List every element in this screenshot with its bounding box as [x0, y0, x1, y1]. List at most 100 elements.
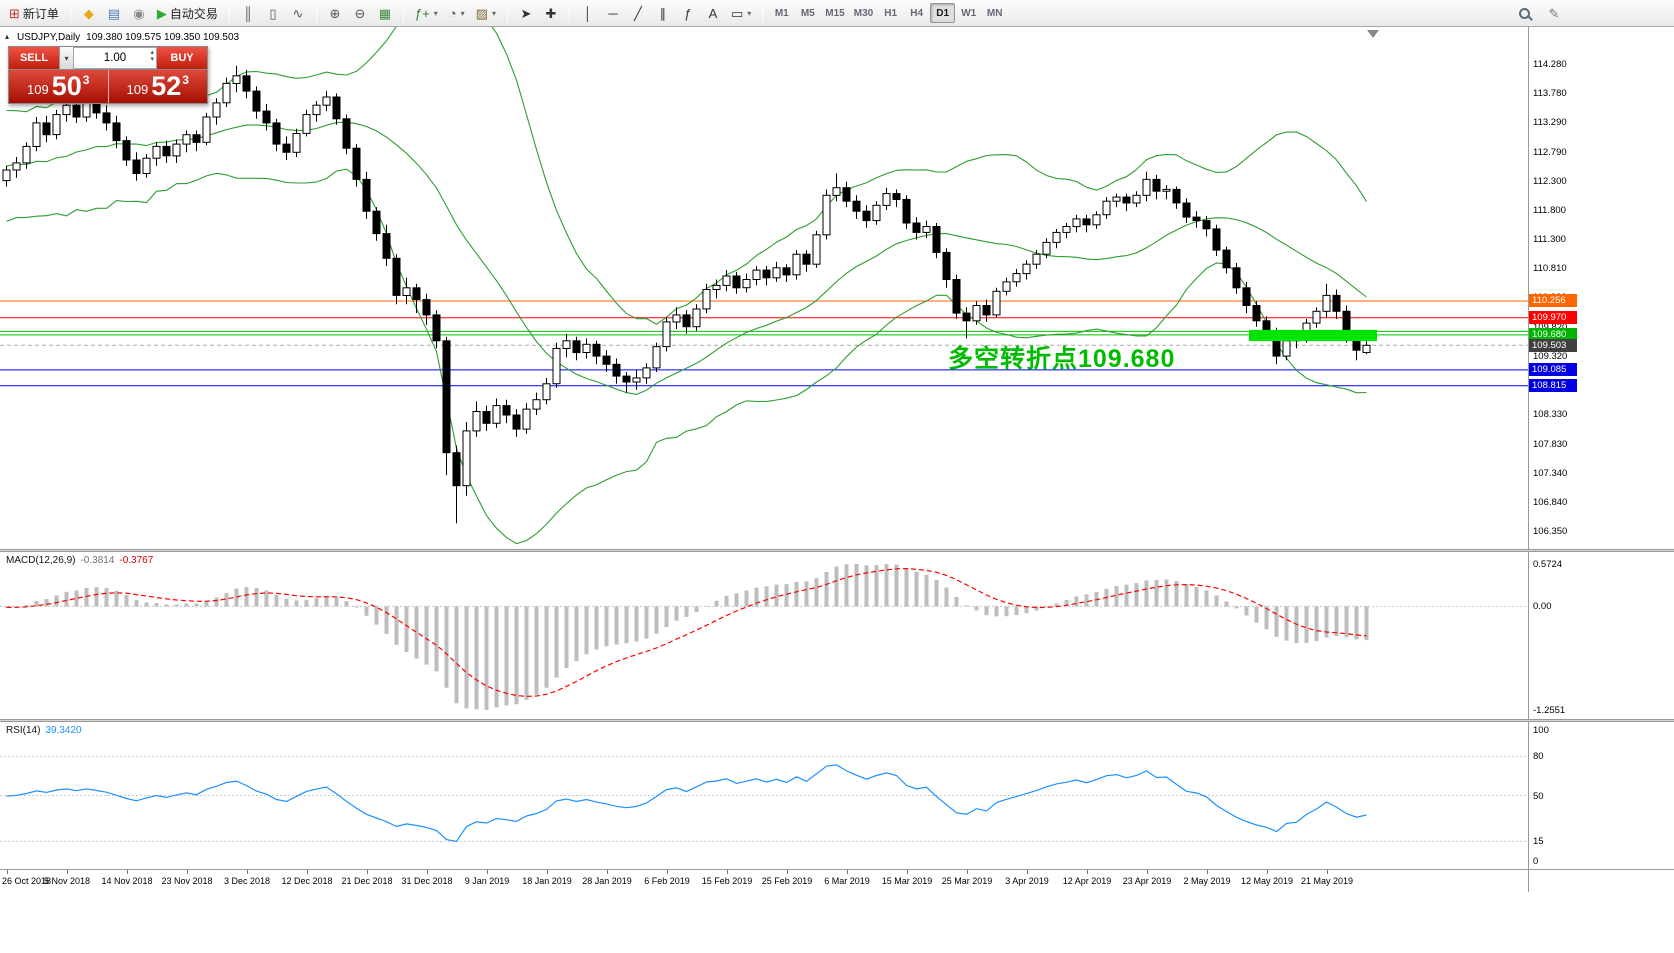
candlestick-icon: ▯: [269, 5, 277, 21]
rsi-value: 39.3420: [45, 725, 82, 736]
one-click-collapse-icon[interactable]: ▴: [5, 32, 10, 41]
bar-chart-icon: ║: [243, 5, 253, 21]
trendline-button[interactable]: ╱: [626, 2, 650, 24]
panel-splitter[interactable]: [0, 719, 1674, 722]
price-tick: 110.810: [1533, 263, 1567, 274]
dropdown-arrow-icon: ▾: [747, 8, 752, 18]
timeframe-h4-button[interactable]: H4: [910, 7, 924, 19]
price-tick: 111.800: [1533, 205, 1566, 216]
terminal-icon: ▤: [107, 5, 121, 21]
periods-button[interactable]: ◔ ▾: [444, 2, 470, 24]
time-tick: [127, 870, 128, 874]
timeframe-w1-button[interactable]: W1: [961, 7, 977, 19]
text-button[interactable]: A: [701, 2, 725, 24]
price-badge: 109.503: [1529, 339, 1577, 352]
fibonacci-button[interactable]: ƒ: [676, 2, 700, 24]
terminal-button[interactable]: ▤: [102, 2, 126, 24]
time-tick: [1327, 870, 1328, 874]
spinner-up-icon[interactable]: ▴: [150, 49, 154, 56]
time-tick: [1267, 870, 1268, 874]
time-tick: [427, 870, 428, 874]
time-label: 31 Dec 2018: [401, 876, 453, 886]
price-tick: 106.840: [1533, 497, 1568, 508]
time-label: 2 May 2019: [1183, 876, 1231, 886]
horizontal-line-button[interactable]: ─: [601, 2, 625, 24]
dropdown-arrow-icon: ▾: [433, 8, 438, 18]
line-chart-button[interactable]: ∿: [286, 2, 310, 24]
candlestick-button[interactable]: ▯: [261, 2, 285, 24]
crosshair-icon: ✚: [545, 5, 557, 21]
timeframe-m30-button[interactable]: M30: [853, 7, 874, 19]
templates-button[interactable]: ▨ ▾: [471, 2, 501, 24]
quick-edit-button[interactable]: ✎: [1542, 2, 1566, 24]
vertical-line-button[interactable]: │: [576, 2, 600, 24]
timeframe-d1-button[interactable]: D1: [930, 3, 956, 23]
arrows-button[interactable]: ▭ ▾: [726, 2, 756, 24]
metaeditor-icon: ◆: [83, 5, 94, 21]
zoom-out-button[interactable]: ⊖: [348, 2, 372, 24]
rsi-scale-tick: 15: [1533, 836, 1544, 847]
price-chart-canvas[interactable]: [0, 27, 1528, 549]
dropdown-arrow-icon: ▾: [460, 8, 465, 18]
search-button[interactable]: [1512, 2, 1536, 24]
macd-canvas[interactable]: [0, 552, 1528, 719]
tile-windows-button[interactable]: ▦: [373, 2, 397, 24]
buy-price-display[interactable]: 109 52 3: [108, 70, 207, 103]
spinner-down-icon[interactable]: ▾: [150, 56, 154, 63]
price-tick: 112.790: [1533, 147, 1567, 158]
toolbar-separator: [315, 4, 317, 22]
indicators-button[interactable]: ƒ+ ▾: [410, 2, 443, 24]
toolbar-separator: [69, 4, 71, 22]
macd-panel: MACD(12,26,9) -0.3814 -0.3767 0.5724 0.00 -1…: [0, 552, 1674, 719]
cursor-icon: ➤: [520, 5, 532, 21]
cursor-button[interactable]: ➤: [514, 2, 538, 24]
price-tick: 113.290: [1533, 117, 1567, 128]
price-tick: 107.340: [1533, 468, 1568, 479]
macd-signal-value: -0.3767: [119, 555, 154, 566]
sell-price-display[interactable]: 109 50 3: [9, 70, 109, 103]
signals-icon: ◉: [133, 5, 145, 21]
zoom-in-button[interactable]: ⊕: [323, 2, 347, 24]
toolbar-separator: [506, 4, 508, 22]
symbol-ohlc-label: USDJPY,Daily 109.380 109.575 109.350 109.…: [17, 32, 239, 43]
fibonacci-icon: ƒ: [684, 5, 692, 21]
time-axis[interactable]: 26 Oct 2018 5 Nov 2018 14 Nov 2018 23 Nov 2…: [0, 869, 1674, 892]
time-tick: [487, 870, 488, 874]
rsi-scale-tick: 0: [1533, 856, 1539, 867]
sell-button[interactable]: SELL: [9, 47, 59, 69]
bar-chart-button[interactable]: ║: [236, 2, 260, 24]
channel-icon: ∥: [659, 5, 667, 21]
price-tick: 107.830: [1533, 439, 1568, 450]
metaeditor-button[interactable]: ◆: [77, 2, 101, 24]
channel-button[interactable]: ∥: [651, 2, 675, 24]
autotrading-button[interactable]: ▶ 自动交易: [152, 2, 223, 24]
timeframe-m15-button[interactable]: M15: [825, 7, 845, 19]
buy-button[interactable]: BUY: [157, 47, 207, 69]
timeframe-m5-button[interactable]: M5: [800, 7, 815, 19]
volume-input[interactable]: 1.00 ▴ ▾: [73, 47, 157, 69]
price-tick: 112.300: [1533, 176, 1567, 187]
macd-label: MACD(12,26,9) -0.3814 -0.3767: [6, 555, 153, 566]
toolbar-separator: [228, 4, 230, 22]
signals-button[interactable]: ◉: [127, 2, 151, 24]
time-label: 12 Dec 2018: [281, 876, 333, 886]
time-tick: [547, 870, 548, 874]
panel-splitter[interactable]: [0, 549, 1674, 552]
new-order-button[interactable]: ⊞ 新订单: [4, 2, 64, 24]
volume-dropdown-button[interactable]: ▾: [59, 47, 73, 69]
timeframe-m1-button[interactable]: M1: [774, 7, 789, 19]
price-badge: 109.680: [1529, 328, 1577, 341]
tile-windows-icon: ▦: [378, 5, 392, 21]
time-tick: [847, 870, 848, 874]
price-tick: 109.320: [1533, 351, 1568, 362]
timeframe-h1-button[interactable]: H1: [884, 7, 898, 19]
time-tick: [187, 870, 188, 874]
timeframe-mn-button[interactable]: MN: [986, 7, 1003, 19]
crosshair-button[interactable]: ✚: [539, 2, 563, 24]
time-label: 21 May 2019: [1300, 876, 1354, 886]
volume-spinner[interactable]: ▴ ▾: [150, 49, 154, 63]
rsi-label: RSI(14) 39.3420: [6, 725, 82, 736]
rsi-canvas[interactable]: [0, 722, 1528, 869]
price-badge: 108.815: [1529, 379, 1577, 392]
pencil-icon: ✎: [1548, 5, 1560, 21]
